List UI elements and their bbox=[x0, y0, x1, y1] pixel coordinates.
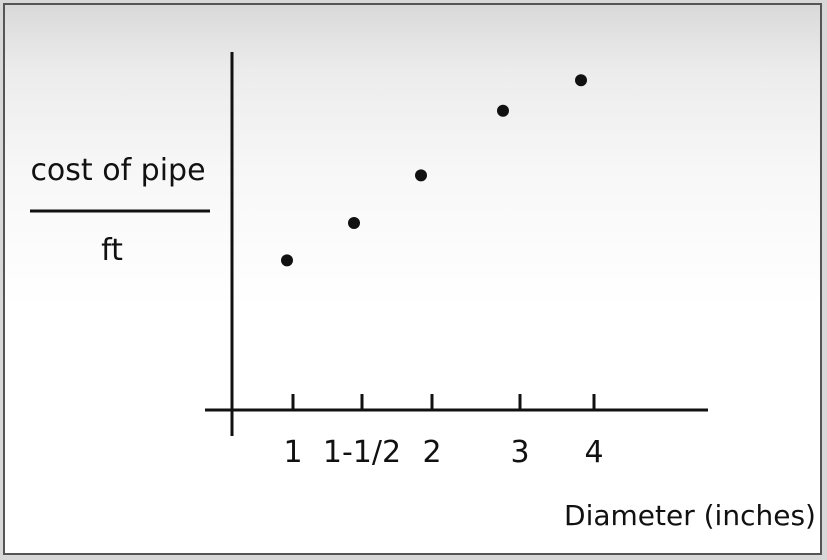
data-point bbox=[575, 74, 587, 87]
y-axis-label-denominator: ft bbox=[101, 233, 123, 268]
data-point bbox=[281, 254, 293, 267]
x-axis-label: Diameter (inches) bbox=[564, 499, 816, 532]
x-axis-tick-labels: 1 1-1/2 2 3 4 bbox=[283, 435, 603, 470]
data-point bbox=[415, 169, 427, 182]
x-axis-ticks bbox=[291, 394, 596, 410]
chart-frame bbox=[3, 3, 822, 555]
x-tick-label: 3 bbox=[510, 435, 529, 470]
x-tick-label: 2 bbox=[422, 435, 441, 470]
data-points bbox=[281, 74, 587, 267]
x-tick-label: 4 bbox=[584, 435, 603, 470]
x-tick-label: 1-1/2 bbox=[323, 435, 401, 470]
data-point bbox=[348, 217, 360, 229]
data-point bbox=[497, 104, 509, 117]
x-tick-label: 1 bbox=[283, 435, 302, 470]
y-axis-label-numerator: cost of pipe bbox=[30, 153, 205, 188]
